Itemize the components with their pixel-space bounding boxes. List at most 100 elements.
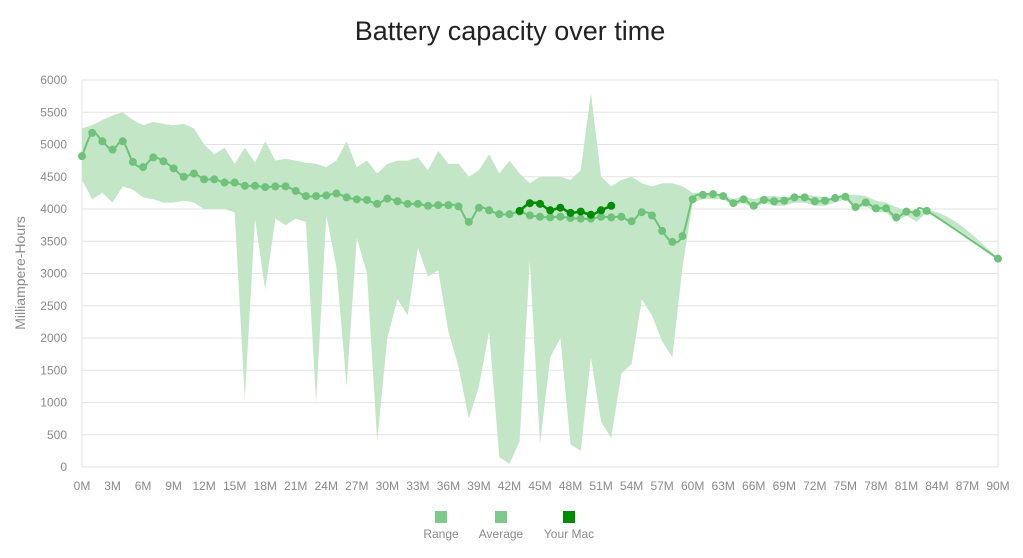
average-point (220, 178, 229, 187)
legend-label[interactable]: Average (479, 527, 524, 541)
average-point (149, 153, 158, 162)
average-point (658, 226, 667, 235)
x-tick-label: 54M (620, 479, 643, 493)
average-point (627, 217, 636, 226)
average-point (179, 172, 188, 181)
average-point (729, 199, 738, 208)
x-tick-label: 0M (74, 479, 91, 493)
x-tick-label: 6M (135, 479, 152, 493)
average-point (851, 203, 860, 212)
average-point (383, 194, 392, 203)
y-tick-label: 5000 (40, 138, 67, 152)
x-tick-label: 48M (559, 479, 582, 493)
x-tick-label: 75M (834, 479, 857, 493)
average-point (159, 157, 168, 166)
average-point (637, 208, 646, 217)
average-point (189, 169, 198, 178)
x-tick-label: 33M (406, 479, 429, 493)
average-point (739, 195, 748, 204)
average-point (800, 193, 809, 202)
x-tick-label: 3M (104, 479, 121, 493)
average-point (485, 206, 494, 215)
average-point (749, 201, 758, 210)
average-point (841, 192, 850, 201)
your-mac-point (597, 206, 606, 215)
average-point (98, 137, 107, 146)
average-point (495, 210, 504, 219)
legend-swatch[interactable] (435, 511, 447, 523)
average-point (332, 189, 341, 198)
average-point (108, 145, 117, 154)
x-tick-label: 51M (589, 479, 612, 493)
average-point (169, 164, 178, 173)
x-tick-label: 90M (986, 479, 1009, 493)
average-point (861, 198, 870, 207)
your-mac-point (546, 206, 555, 215)
average-point (88, 128, 97, 137)
y-tick-label: 3500 (40, 234, 67, 248)
x-tick-label: 42M (498, 479, 521, 493)
y-axis-label: Milliampere-Hours (12, 216, 28, 330)
average-point (403, 199, 412, 208)
y-tick-label: 1500 (40, 363, 67, 377)
legend-label[interactable]: Range (423, 527, 459, 541)
y-tick-label: 5500 (40, 105, 67, 119)
average-point (200, 175, 209, 184)
x-axis-ticks: 0M 3M 6M 9M 12M 15M 18M 21M 24M 27M 30M 33M 36M 39M 42… (74, 479, 1010, 493)
average-point (698, 190, 707, 199)
average-point (312, 192, 321, 201)
average-point (831, 194, 840, 203)
average-point (719, 192, 728, 201)
average-point (647, 211, 656, 220)
average-point (291, 186, 300, 195)
x-tick-label: 30M (376, 479, 399, 493)
range-series (82, 92, 998, 464)
legend-swatch[interactable] (495, 511, 507, 523)
x-tick-label: 45M (528, 479, 551, 493)
average-point (556, 212, 565, 221)
x-tick-label: 9M (165, 479, 182, 493)
x-tick-label: 57M (650, 479, 673, 493)
average-point (882, 204, 891, 213)
y-axis-ticks: 0 500 1000 1500 2000 2500 3000 3500 4000 4500 5000… (40, 73, 67, 474)
y-tick-label: 4500 (40, 170, 67, 184)
y-tick-label: 1000 (40, 396, 67, 410)
average-point (434, 201, 443, 210)
average-point (362, 195, 371, 204)
legend-label[interactable]: Your Mac (544, 527, 594, 541)
average-point (994, 254, 1002, 263)
average-point (301, 192, 310, 201)
y-tick-label: 2500 (40, 299, 67, 313)
legend-swatch[interactable] (563, 511, 575, 523)
average-point (240, 181, 249, 190)
y-tick-label: 4000 (40, 202, 67, 216)
y-tick-label: 3000 (40, 267, 67, 281)
average-point (78, 152, 86, 161)
your-mac-series (515, 199, 616, 219)
average-point (352, 195, 361, 204)
average-point (525, 211, 534, 220)
average-point (373, 199, 382, 208)
x-tick-label: 15M (223, 479, 246, 493)
average-point (139, 163, 148, 172)
average-point (892, 213, 901, 222)
average-point (688, 195, 697, 204)
your-mac-point (556, 203, 565, 212)
average-point (118, 137, 127, 146)
average-point (393, 197, 402, 206)
x-tick-label: 72M (803, 479, 826, 493)
average-point (780, 196, 789, 205)
your-mac-point (586, 210, 595, 219)
average-point (902, 207, 911, 216)
your-mac-point (525, 199, 534, 208)
average-point (546, 213, 555, 222)
x-tick-label: 39M (467, 479, 490, 493)
average-point (271, 182, 280, 191)
average-point (536, 212, 544, 221)
your-mac-point (576, 207, 585, 216)
your-mac-line (518, 201, 612, 217)
average-point (454, 202, 463, 211)
y-tick-label: 0 (60, 460, 67, 474)
